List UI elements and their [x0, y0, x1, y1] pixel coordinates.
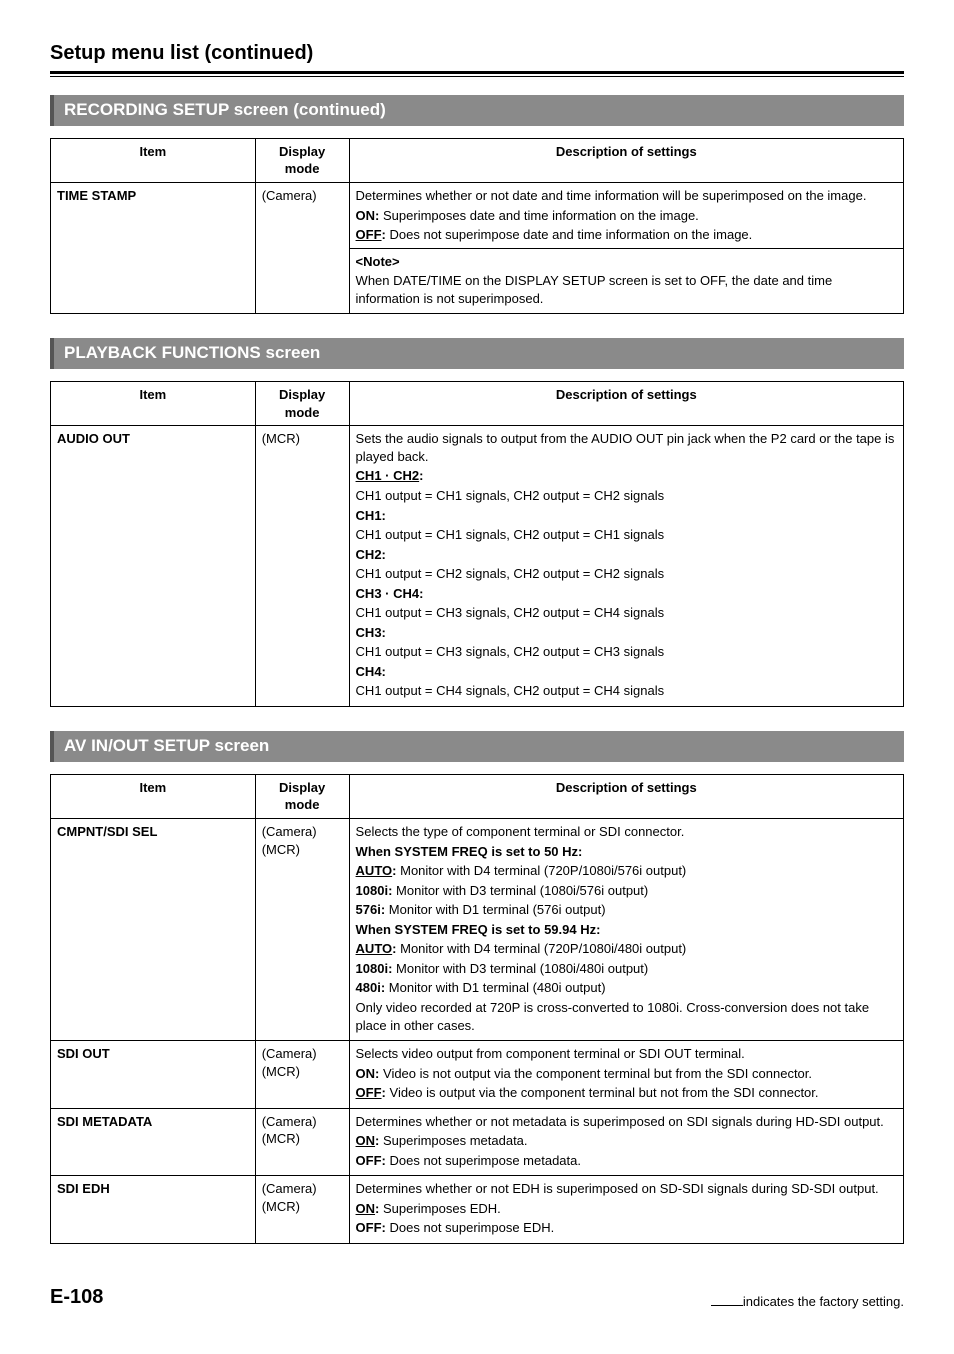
cell-mode: (Camera)	[255, 183, 349, 314]
page-title: Setup menu list (continued)	[50, 40, 904, 67]
table-row: TIME STAMP(Camera)Determines whether or …	[51, 183, 904, 314]
cell-desc: Sets the audio signals to output from th…	[349, 426, 903, 707]
cell-desc: Selects the type of component terminal o…	[349, 819, 903, 1041]
col-header-mode: Display mode	[255, 138, 349, 182]
cell-desc: Determines whether or not date and time …	[349, 183, 903, 314]
table-row: AUDIO OUT(MCR)Sets the audio signals to …	[51, 426, 904, 707]
factory-note: indicates the factory setting.	[711, 1293, 904, 1311]
cell-item: CMPNT/SDI SEL	[51, 819, 256, 1041]
settings-table: ItemDisplay modeDescription of settingsA…	[50, 381, 904, 707]
cell-mode: (Camera)(MCR)	[255, 819, 349, 1041]
table-row: SDI EDH(Camera)(MCR)Determines whether o…	[51, 1176, 904, 1244]
cell-mode: (Camera)(MCR)	[255, 1108, 349, 1176]
section-header: RECORDING SETUP screen (continued)	[50, 95, 904, 126]
col-header-item: Item	[51, 382, 256, 426]
col-header-mode: Display mode	[255, 382, 349, 426]
cell-mode: (MCR)	[255, 426, 349, 707]
col-header-desc: Description of settings	[349, 774, 903, 818]
col-header-item: Item	[51, 774, 256, 818]
cell-desc: Determines whether or not EDH is superim…	[349, 1176, 903, 1244]
table-row: SDI METADATA(Camera)(MCR)Determines whet…	[51, 1108, 904, 1176]
settings-table: ItemDisplay modeDescription of settingsC…	[50, 774, 904, 1244]
table-row: SDI OUT(Camera)(MCR)Selects video output…	[51, 1041, 904, 1109]
cell-mode: (Camera)(MCR)	[255, 1176, 349, 1244]
sections-container: RECORDING SETUP screen (continued)ItemDi…	[50, 95, 904, 1244]
factory-blank	[711, 1305, 743, 1306]
cell-item: TIME STAMP	[51, 183, 256, 314]
title-rule-thick	[50, 71, 904, 74]
settings-table: ItemDisplay modeDescription of settingsT…	[50, 138, 904, 314]
page-number: E-108	[50, 1284, 103, 1311]
table-row: CMPNT/SDI SEL(Camera)(MCR)Selects the ty…	[51, 819, 904, 1041]
cell-item: SDI OUT	[51, 1041, 256, 1109]
section-header: AV IN/OUT SETUP screen	[50, 731, 904, 762]
col-header-item: Item	[51, 138, 256, 182]
section-header: PLAYBACK FUNCTIONS screen	[50, 338, 904, 369]
cell-item: AUDIO OUT	[51, 426, 256, 707]
cell-item: SDI EDH	[51, 1176, 256, 1244]
cell-desc: Determines whether or not metadata is su…	[349, 1108, 903, 1176]
col-header-desc: Description of settings	[349, 382, 903, 426]
cell-item: SDI METADATA	[51, 1108, 256, 1176]
cell-desc: Selects video output from component term…	[349, 1041, 903, 1109]
title-rule-thin	[50, 76, 904, 77]
cell-mode: (Camera)(MCR)	[255, 1041, 349, 1109]
col-header-desc: Description of settings	[349, 138, 903, 182]
page-footer: E-108 indicates the factory setting.	[50, 1284, 904, 1311]
col-header-mode: Display mode	[255, 774, 349, 818]
factory-note-text: indicates the factory setting.	[743, 1294, 904, 1309]
